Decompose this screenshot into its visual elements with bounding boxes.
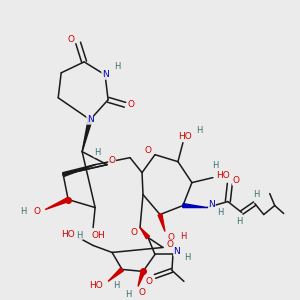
Text: HO: HO [216,171,230,180]
Text: HO: HO [178,132,192,141]
Text: H: H [20,207,26,216]
Text: N: N [102,70,109,79]
Text: H: H [254,190,260,199]
Text: O: O [139,288,145,297]
Text: O: O [34,207,41,216]
Text: H: H [94,148,100,157]
Text: HO: HO [89,281,103,290]
Text: H: H [76,231,82,240]
Text: O: O [128,100,134,109]
Polygon shape [183,204,207,208]
Text: H: H [196,126,202,135]
Text: O: O [232,176,239,185]
Text: H: H [184,253,190,262]
Text: O: O [109,156,116,165]
Text: HO: HO [61,230,75,239]
Text: H: H [212,161,218,170]
Polygon shape [82,119,92,152]
Polygon shape [140,227,150,239]
Text: N: N [87,115,94,124]
Text: O: O [167,240,173,249]
Text: O: O [146,277,152,286]
Text: OH: OH [91,231,105,240]
Text: O: O [145,146,152,155]
Polygon shape [45,198,69,209]
Text: H: H [217,208,223,217]
Text: H: H [125,290,131,299]
Text: H: H [237,217,243,226]
Polygon shape [158,214,165,232]
Text: O: O [130,228,137,237]
Text: N: N [174,247,180,256]
Text: H: H [114,62,120,71]
Polygon shape [63,165,95,176]
Text: H: H [113,281,119,290]
Polygon shape [138,271,145,286]
Text: O: O [68,35,75,44]
Text: O: O [167,233,175,242]
Text: H: H [180,232,186,241]
Polygon shape [108,268,123,281]
Text: N: N [208,200,215,209]
